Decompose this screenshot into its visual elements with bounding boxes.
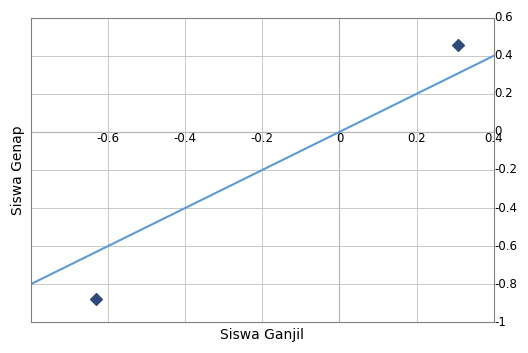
Text: 0: 0 bbox=[494, 125, 501, 138]
X-axis label: Siswa Ganjil: Siswa Ganjil bbox=[220, 328, 304, 342]
Text: 0.4: 0.4 bbox=[494, 49, 513, 62]
Text: -0.8: -0.8 bbox=[494, 278, 517, 291]
Text: -0.6: -0.6 bbox=[97, 132, 119, 145]
Point bbox=[454, 42, 462, 48]
Text: 0.6: 0.6 bbox=[494, 11, 513, 24]
Y-axis label: Siswa Genap: Siswa Genap bbox=[11, 125, 25, 215]
Text: 0.2: 0.2 bbox=[494, 87, 513, 100]
Text: -0.2: -0.2 bbox=[494, 163, 517, 176]
Text: -1: -1 bbox=[494, 316, 506, 329]
Point bbox=[91, 296, 100, 302]
Text: 0: 0 bbox=[336, 132, 343, 145]
Text: 0.4: 0.4 bbox=[485, 132, 503, 145]
Text: -0.6: -0.6 bbox=[494, 240, 517, 253]
Text: -0.4: -0.4 bbox=[494, 202, 517, 215]
Text: -0.2: -0.2 bbox=[251, 132, 274, 145]
Text: 0.2: 0.2 bbox=[408, 132, 426, 145]
Text: -0.4: -0.4 bbox=[174, 132, 196, 145]
